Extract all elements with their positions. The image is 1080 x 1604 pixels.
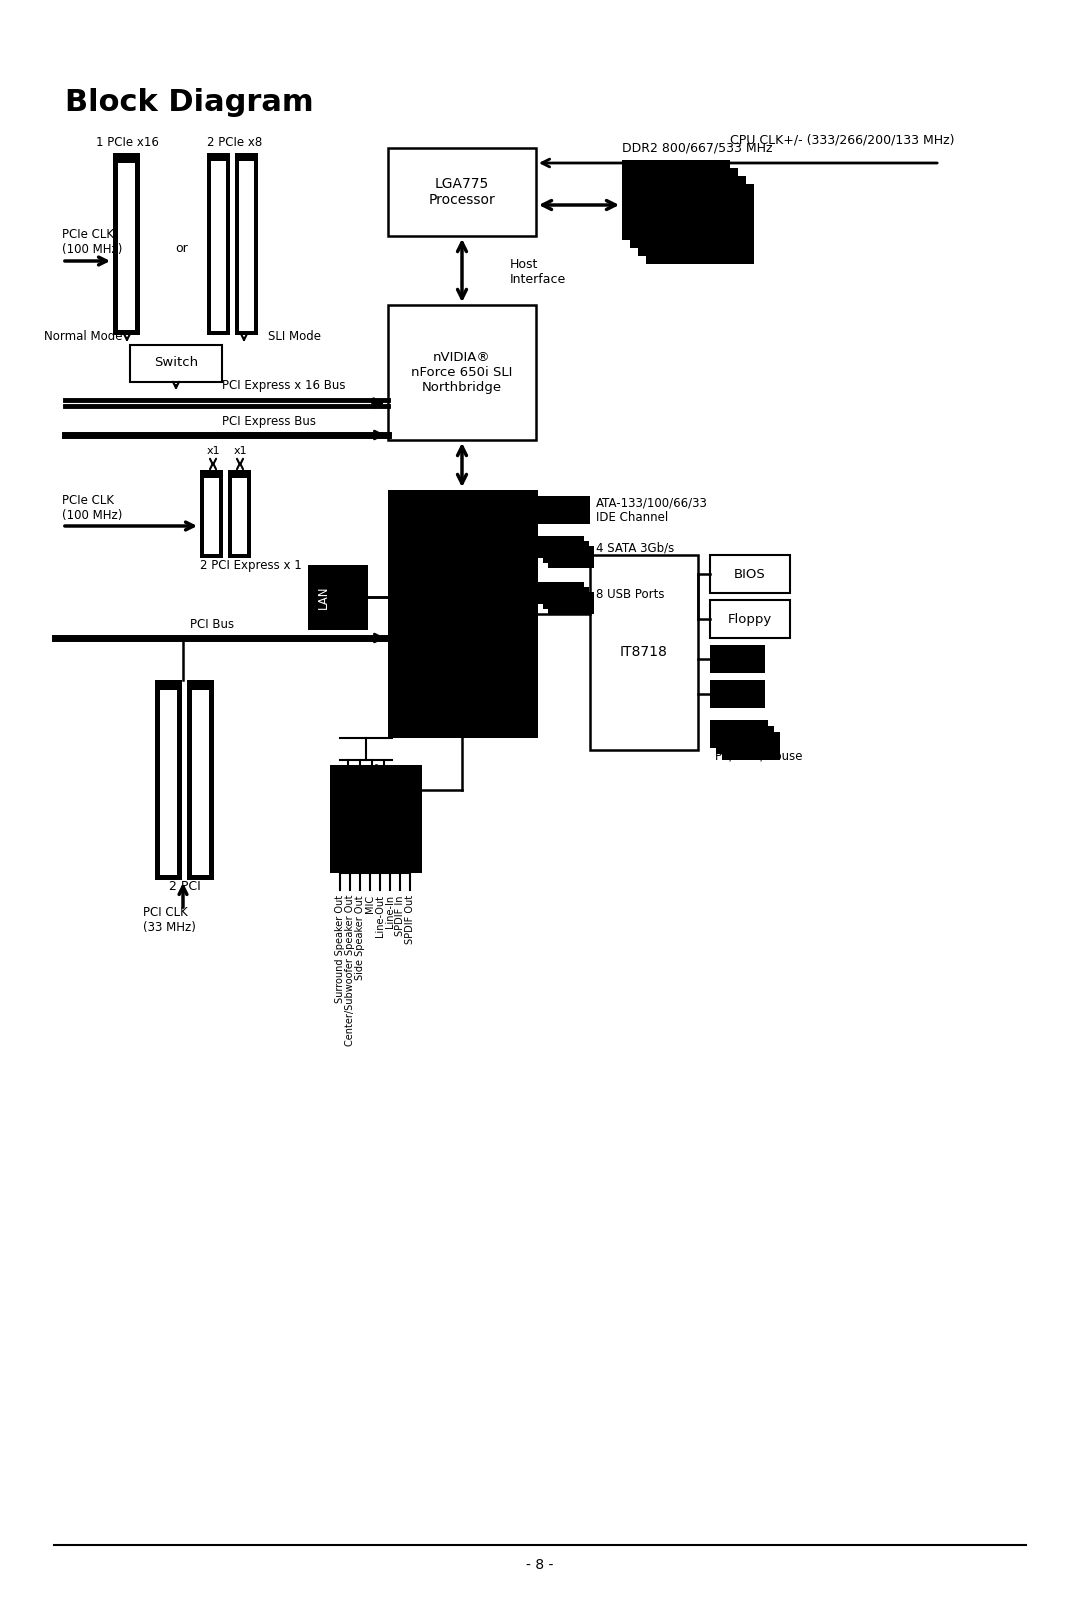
Bar (308, 565, 368, 630)
Bar (118, 159, 135, 330)
Text: BIOS: BIOS (734, 568, 766, 581)
Bar (207, 152, 230, 335)
Text: PS/2 KB/Mouse: PS/2 KB/Mouse (715, 749, 802, 762)
Text: Line-Out: Line-Out (375, 895, 384, 937)
Bar (716, 727, 774, 754)
Text: PCI Bus: PCI Bus (190, 619, 234, 632)
Text: Surround Speaker Out: Surround Speaker Out (335, 895, 345, 1002)
Text: Floppy: Floppy (728, 613, 772, 626)
Bar (113, 152, 140, 164)
Bar (723, 731, 780, 760)
Text: Host
Interface: Host Interface (510, 258, 566, 286)
Text: or: or (176, 242, 188, 255)
Bar (710, 555, 789, 593)
Bar (228, 470, 251, 478)
Bar (228, 470, 251, 558)
Bar (156, 680, 183, 690)
Bar (235, 152, 258, 160)
Text: PCI CLK
(33 MHz): PCI CLK (33 MHz) (143, 906, 195, 934)
Bar (204, 475, 219, 553)
Bar (187, 680, 214, 690)
Text: SLI Mode: SLI Mode (268, 329, 321, 343)
Bar (538, 496, 590, 525)
Bar (710, 645, 765, 674)
Bar (239, 157, 254, 330)
Text: Side Speaker Out: Side Speaker Out (355, 895, 365, 980)
Text: SPDIF Out: SPDIF Out (405, 895, 415, 945)
Bar (192, 685, 210, 876)
Text: 2 PCI: 2 PCI (170, 881, 201, 893)
Bar (200, 470, 222, 558)
Bar (710, 600, 789, 638)
Text: PCIe CLK
(100 MHz): PCIe CLK (100 MHz) (62, 494, 122, 521)
Bar (330, 765, 422, 873)
Bar (207, 152, 230, 160)
Text: 8 USB Ports: 8 USB Ports (596, 587, 664, 600)
Text: 2 PCIe x8: 2 PCIe x8 (207, 136, 262, 149)
Bar (543, 587, 589, 610)
Bar (548, 592, 594, 614)
Bar (590, 555, 698, 751)
Bar (388, 489, 538, 738)
Text: nVIDIA®
nForce 650i SLI
Northbridge: nVIDIA® nForce 650i SLI Northbridge (411, 351, 513, 395)
Bar (538, 582, 584, 605)
Bar (388, 148, 536, 236)
Text: Line-In: Line-In (384, 895, 395, 929)
Text: Switch: Switch (154, 356, 198, 369)
Text: IT8718: IT8718 (620, 645, 667, 659)
Bar (187, 680, 214, 881)
Bar (538, 536, 584, 558)
Bar (211, 157, 226, 330)
Bar (710, 680, 765, 707)
Bar (160, 685, 177, 876)
Text: SPDIF In: SPDIF In (395, 895, 405, 935)
Text: PCIe CLK
(100 MHz): PCIe CLK (100 MHz) (62, 228, 122, 257)
Text: DDR2 800/667/533 MHz: DDR2 800/667/533 MHz (622, 141, 772, 154)
Text: LGA775
Processor: LGA775 Processor (429, 176, 496, 207)
Bar (646, 184, 754, 265)
Text: x1: x1 (233, 446, 247, 456)
Text: x1: x1 (206, 446, 220, 456)
Text: ATA-133/100/66/33
IDE Channel: ATA-133/100/66/33 IDE Channel (596, 496, 707, 525)
Bar (548, 545, 594, 568)
Bar (156, 680, 183, 881)
Text: LAN: LAN (316, 585, 329, 610)
Text: CPU CLK+/- (333/266/200/133 MHz): CPU CLK+/- (333/266/200/133 MHz) (730, 133, 955, 146)
Bar (638, 176, 746, 257)
Text: 4 SATA 3Gb/s: 4 SATA 3Gb/s (596, 542, 674, 555)
Text: Block Diagram: Block Diagram (65, 88, 313, 117)
Bar (622, 160, 730, 241)
Bar (130, 345, 222, 382)
Bar (388, 305, 536, 439)
Bar (232, 475, 247, 553)
Bar (630, 168, 738, 249)
Bar (113, 152, 140, 335)
Text: PCI Express Bus: PCI Express Bus (222, 415, 316, 428)
Text: PCI Express x 16 Bus: PCI Express x 16 Bus (222, 379, 346, 391)
Text: 1 PCIe x16: 1 PCIe x16 (95, 136, 159, 149)
Text: - 8 -: - 8 - (526, 1557, 554, 1572)
Bar (543, 541, 589, 563)
Bar (235, 152, 258, 335)
Text: MIC: MIC (365, 895, 375, 913)
Bar (200, 470, 222, 478)
Text: Center/Subwoofer Speaker Out: Center/Subwoofer Speaker Out (345, 895, 355, 1046)
Bar (710, 720, 768, 747)
Text: Normal Mode: Normal Mode (43, 329, 122, 343)
Text: 2 PCI Express x 1: 2 PCI Express x 1 (200, 558, 301, 571)
